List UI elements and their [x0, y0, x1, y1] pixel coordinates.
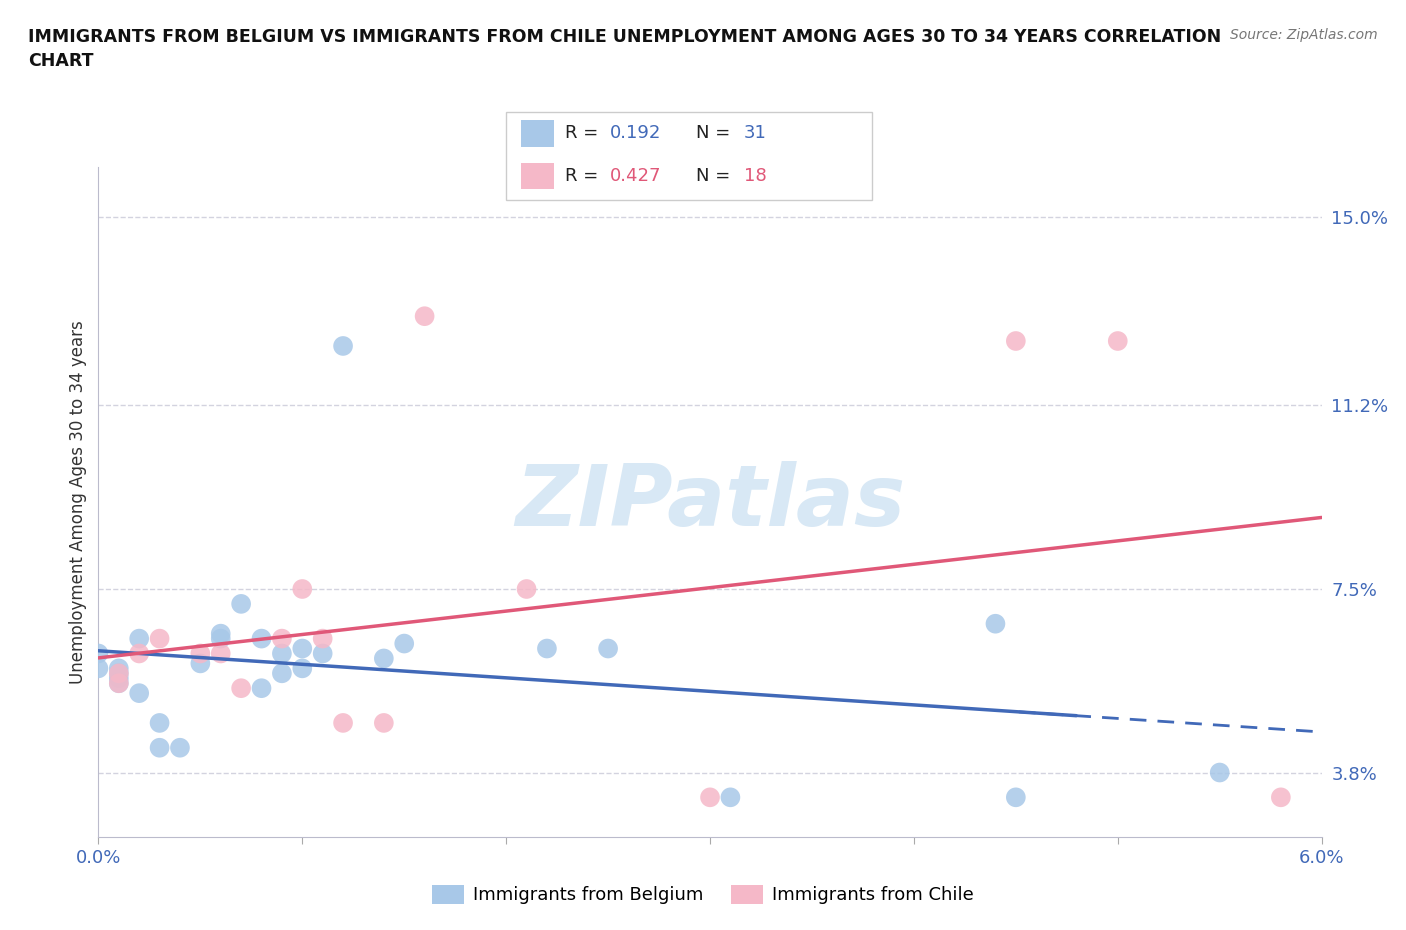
Point — [209, 646, 232, 661]
Point — [250, 681, 273, 696]
Text: Source: ZipAtlas.com: Source: ZipAtlas.com — [1230, 28, 1378, 42]
Point — [128, 631, 150, 646]
Point — [108, 671, 131, 685]
Point — [231, 681, 253, 696]
Point — [270, 631, 292, 646]
FancyBboxPatch shape — [520, 121, 554, 147]
Text: R =: R = — [565, 125, 603, 142]
Point — [1004, 790, 1026, 804]
Point — [149, 631, 172, 646]
Text: 18: 18 — [744, 166, 766, 185]
Point — [536, 641, 558, 656]
Point — [1208, 765, 1232, 780]
Text: R =: R = — [565, 166, 603, 185]
Point — [87, 646, 110, 661]
Point — [108, 661, 131, 676]
Point — [984, 617, 1007, 631]
Point — [108, 666, 131, 681]
Point — [373, 651, 395, 666]
Text: N =: N = — [696, 166, 737, 185]
Point — [291, 661, 314, 676]
Point — [270, 666, 292, 681]
Point — [188, 656, 212, 671]
Point — [108, 676, 131, 691]
Point — [149, 715, 172, 730]
Text: 31: 31 — [744, 125, 766, 142]
Point — [699, 790, 721, 804]
Point — [598, 641, 620, 656]
Point — [149, 740, 172, 755]
Point — [291, 581, 314, 596]
Point — [291, 641, 314, 656]
Point — [108, 676, 131, 691]
Point — [231, 596, 253, 611]
Point — [311, 631, 335, 646]
Point — [87, 661, 110, 676]
Point — [188, 646, 212, 661]
Point — [718, 790, 742, 804]
Text: 0.427: 0.427 — [610, 166, 662, 185]
Point — [373, 715, 395, 730]
Point — [128, 685, 150, 700]
Point — [209, 626, 232, 641]
Point — [516, 581, 538, 596]
Point — [209, 631, 232, 646]
FancyBboxPatch shape — [506, 112, 872, 200]
Point — [311, 646, 335, 661]
Point — [169, 740, 191, 755]
Text: N =: N = — [696, 125, 737, 142]
Point — [250, 631, 273, 646]
Point — [332, 339, 354, 353]
Point — [332, 715, 354, 730]
Point — [108, 666, 131, 681]
Point — [413, 309, 436, 324]
Y-axis label: Unemployment Among Ages 30 to 34 years: Unemployment Among Ages 30 to 34 years — [69, 320, 87, 684]
Text: ZIPatlas: ZIPatlas — [515, 460, 905, 544]
Legend: Immigrants from Belgium, Immigrants from Chile: Immigrants from Belgium, Immigrants from… — [425, 878, 981, 911]
Point — [392, 636, 416, 651]
Text: 0.192: 0.192 — [610, 125, 662, 142]
FancyBboxPatch shape — [520, 163, 554, 190]
Point — [1107, 334, 1129, 349]
Text: IMMIGRANTS FROM BELGIUM VS IMMIGRANTS FROM CHILE UNEMPLOYMENT AMONG AGES 30 TO 3: IMMIGRANTS FROM BELGIUM VS IMMIGRANTS FR… — [28, 28, 1222, 70]
Point — [270, 646, 292, 661]
Point — [128, 646, 150, 661]
Point — [1004, 334, 1026, 349]
Point — [1270, 790, 1292, 804]
